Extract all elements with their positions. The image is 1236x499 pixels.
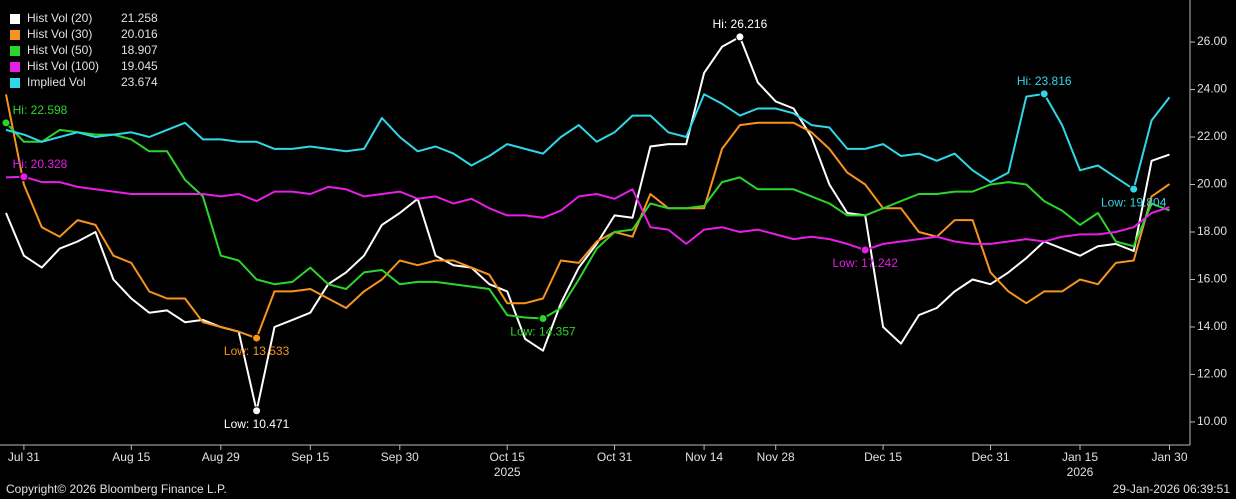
y-tick-label: 16.00	[1197, 272, 1227, 286]
extreme-label: Low: 19.804	[1101, 195, 1167, 209]
legend-swatch	[10, 62, 20, 72]
legend-value: 21.258	[121, 11, 158, 25]
y-tick-label: 12.00	[1197, 367, 1227, 381]
legend-value: 18.907	[121, 43, 158, 57]
extreme-marker	[1039, 89, 1049, 99]
footer-copyright: Copyright© 2026 Bloomberg Finance L.P.	[6, 482, 227, 496]
y-tick-label: 14.00	[1197, 319, 1227, 333]
extreme-label: Hi: 20.328	[13, 157, 68, 171]
extreme-label: Low: 10.471	[224, 417, 290, 431]
series-line	[5, 92, 1171, 191]
extreme-marker	[735, 32, 745, 42]
legend-swatch	[10, 78, 20, 88]
legend-label: Hist Vol (30)	[27, 27, 92, 41]
extreme-marker	[1, 118, 11, 128]
x-tick-label: Jan 30	[1151, 450, 1187, 464]
legend-swatch	[10, 14, 20, 24]
series-line	[5, 94, 1171, 340]
x-tick-label: Sep 30	[381, 450, 419, 464]
x-tick-label: Aug 29	[202, 450, 240, 464]
legend-label: Hist Vol (20)	[27, 11, 92, 25]
y-tick-label: 20.00	[1197, 177, 1227, 191]
footer-timestamp: 29-Jan-2026 06:39:51	[1113, 482, 1231, 496]
extreme-marker	[252, 333, 262, 343]
legend-label: Hist Vol (50)	[27, 43, 92, 57]
extreme-marker	[538, 314, 548, 324]
x-tick-label: Oct 15	[490, 450, 526, 464]
extreme-marker	[252, 406, 262, 416]
y-tick-label: 10.00	[1197, 414, 1227, 428]
x-tick-label: Dec 15	[864, 450, 902, 464]
legend-value: 23.674	[121, 75, 158, 89]
series-line	[5, 175, 1170, 251]
legend-swatch	[10, 30, 20, 40]
extreme-marker	[1129, 184, 1139, 194]
x-tick-label: Jul 31	[8, 450, 40, 464]
extreme-label: Hi: 26.216	[713, 17, 768, 31]
legend-label: Implied Vol	[27, 75, 86, 89]
series-line	[5, 35, 1170, 412]
legend-swatch	[10, 46, 20, 56]
x-year-label: 2026	[1067, 465, 1094, 479]
x-tick-label: Nov 14	[685, 450, 723, 464]
series-line	[5, 122, 1170, 320]
extreme-label: Hi: 23.816	[1017, 74, 1072, 88]
y-tick-label: 18.00	[1197, 224, 1227, 238]
y-tick-label: 22.00	[1197, 129, 1227, 143]
x-tick-label: Sep 15	[291, 450, 329, 464]
extreme-label: Low: 17.242	[833, 256, 899, 270]
legend-value: 20.016	[121, 27, 158, 41]
x-tick-label: Oct 31	[597, 450, 633, 464]
legend-value: 19.045	[121, 59, 158, 73]
x-tick-label: Aug 15	[112, 450, 150, 464]
x-year-label: 2025	[494, 465, 521, 479]
extreme-label: Low: 14.357	[510, 325, 576, 339]
extreme-label: Low: 13.533	[224, 344, 290, 358]
x-tick-label: Jan 15	[1062, 450, 1098, 464]
extreme-label: Hi: 22.598	[13, 103, 68, 117]
extreme-marker	[19, 172, 29, 182]
y-tick-label: 24.00	[1197, 82, 1227, 96]
x-tick-label: Nov 28	[757, 450, 795, 464]
legend-label: Hist Vol (100)	[27, 59, 99, 73]
extreme-marker	[860, 245, 870, 255]
x-tick-label: Dec 31	[971, 450, 1009, 464]
y-tick-label: 26.00	[1197, 34, 1227, 48]
